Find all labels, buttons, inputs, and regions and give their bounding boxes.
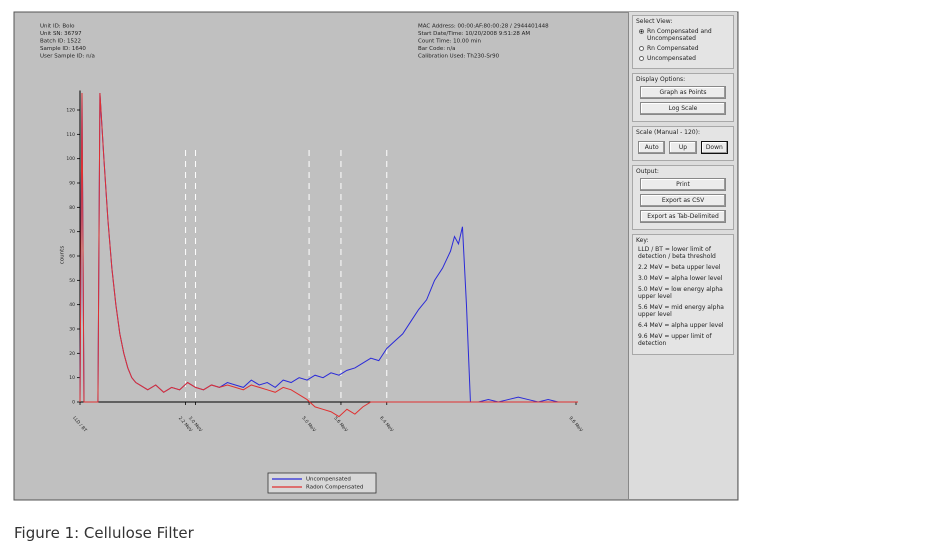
radio-label: Rn Compensated <box>647 45 699 52</box>
button[interactable]: Print <box>640 178 726 191</box>
group-title: Select View: <box>636 18 673 25</box>
unit-info: Unit ID: Bolo <box>40 24 75 30</box>
figure-caption: Figure 1: Cellulose Filter <box>14 524 194 542</box>
select-view-group: Select View: Rn Compensated and Uncompen… <box>632 15 734 69</box>
window-frame <box>13 11 739 501</box>
group-title: Key: <box>636 237 649 244</box>
run-info: Bar Code: n/a <box>418 46 456 52</box>
button[interactable]: Export as CSV <box>640 194 726 207</box>
legend-label: Uncompensated <box>306 477 351 483</box>
button[interactable]: Auto <box>638 141 666 154</box>
legend-box <box>267 472 377 494</box>
y-axis-label: counts <box>60 246 66 265</box>
radio-button[interactable] <box>639 29 644 34</box>
button[interactable]: Graph as Points <box>640 86 726 99</box>
radio-label: Rn Compensated and Uncompensated <box>647 28 712 42</box>
y-tick-label: 40 <box>69 302 75 308</box>
sidebar: Select View: Rn Compensated and Uncompen… <box>628 12 737 499</box>
y-tick-label: 80 <box>69 205 75 211</box>
y-tick-label: 120 <box>66 108 75 114</box>
key-group: Key: LLD / BT = lower limit of detection… <box>632 234 734 355</box>
radio-option[interactable]: Rn Compensated <box>639 45 730 52</box>
scale-group: Scale (Manual - 120): Auto Up Down <box>632 126 734 161</box>
button[interactable]: Export as Tab-Delimited <box>640 210 726 223</box>
key-item: 3.0 MeV = alpha lower level <box>638 275 723 282</box>
button[interactable]: Down <box>700 141 728 154</box>
y-tick-label: 70 <box>69 229 75 235</box>
key-item: 2.2 MeV = beta upper level <box>638 264 721 271</box>
unit-info: Unit SN: 36797 <box>40 31 82 37</box>
y-tick-label: 100 <box>66 156 75 162</box>
key-item: LLD / BT = lower limit of detection / be… <box>638 246 716 260</box>
radio-option[interactable]: Rn Compensated and Uncompensated <box>639 28 730 42</box>
key-item: 5.0 MeV = low energy alpha upper level <box>638 286 723 300</box>
display-options-group: Display Options: Graph as Points Log Scal… <box>632 73 734 122</box>
key-item: 5.6 MeV = mid energy alpha upper level <box>638 304 724 318</box>
run-info: MAC Address: 00:00:AF:80:00:28 / 2944401… <box>418 24 549 30</box>
y-tick-label: 60 <box>69 254 75 260</box>
radio-option[interactable]: Uncompensated <box>639 55 730 62</box>
radio-button[interactable] <box>639 56 644 61</box>
unit-info: Sample ID: 1640 <box>40 46 86 52</box>
group-title: Display Options: <box>636 76 686 83</box>
radio-label: Uncompensated <box>647 55 696 62</box>
run-info: Count Time: 10.00 min <box>418 39 482 45</box>
radio-button[interactable] <box>639 46 644 51</box>
y-tick-label: 20 <box>69 351 75 357</box>
y-tick-label: 0 <box>72 400 75 406</box>
series-line <box>79 92 578 418</box>
button[interactable]: Log Scale <box>640 102 726 115</box>
group-title: Output: <box>636 168 659 175</box>
run-info: Start Date/Time: 10/20/2008 9:51:28 AM <box>418 31 530 37</box>
y-tick-label: 110 <box>66 132 75 138</box>
group-title: Scale (Manual - 120): <box>636 129 700 136</box>
legend-label: Radon Compensated <box>306 485 363 491</box>
button[interactable]: Up <box>669 141 697 154</box>
key-item: 9.6 MeV = upper limit of detection <box>638 333 712 347</box>
unit-info: Batch ID: 1522 <box>40 39 81 45</box>
output-group: Output: Print Export as CSV Export as Tab-… <box>632 165 734 230</box>
y-tick-label: 30 <box>69 327 75 333</box>
y-tick-label: 50 <box>69 278 75 284</box>
run-info: Calibration Used: Th230-Sr90 <box>418 54 500 60</box>
key-item: 6.4 MeV = alpha upper level <box>638 322 724 329</box>
y-tick-label: 90 <box>69 181 75 187</box>
unit-info: User Sample ID: n/a <box>40 54 95 60</box>
y-tick-label: 10 <box>69 375 75 381</box>
